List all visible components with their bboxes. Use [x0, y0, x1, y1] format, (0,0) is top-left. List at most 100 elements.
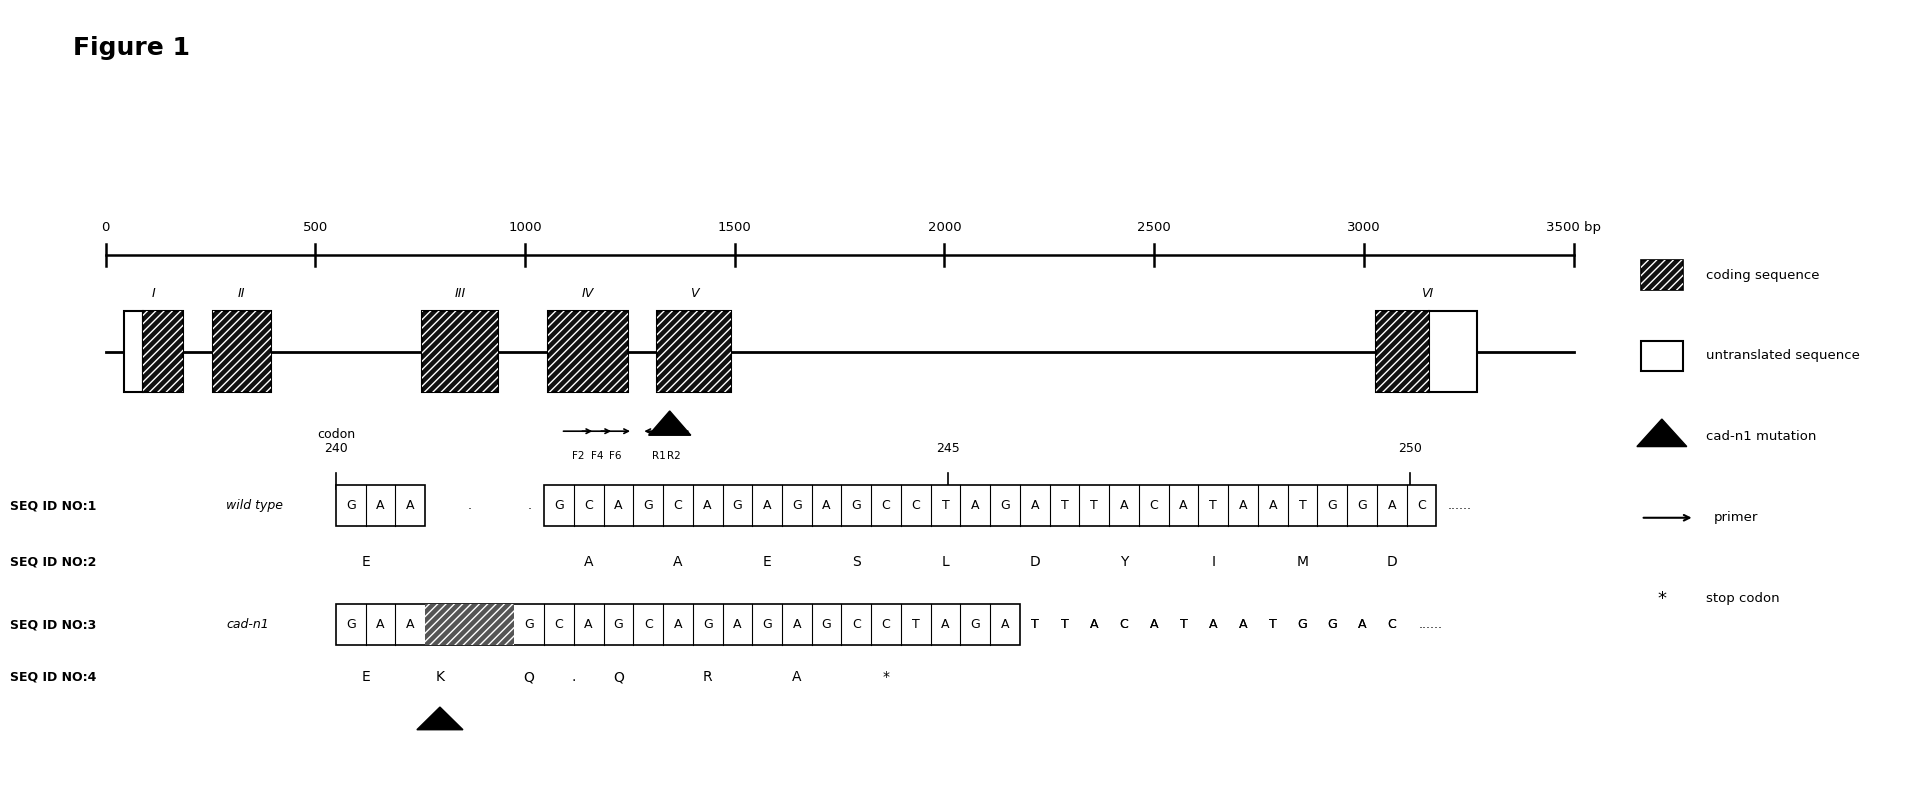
Text: VI: VI	[1420, 287, 1433, 300]
Text: A: A	[1240, 618, 1247, 631]
Text: SEQ ID NO:1: SEQ ID NO:1	[10, 499, 96, 512]
Text: F6: F6	[610, 451, 622, 461]
Text: C: C	[583, 499, 593, 512]
Text: 1500: 1500	[718, 221, 752, 234]
Text: T: T	[1031, 618, 1038, 631]
Bar	[656, 311, 731, 392]
Text: 3000: 3000	[1347, 221, 1380, 234]
Text: C: C	[1149, 499, 1159, 512]
Text: A: A	[971, 499, 979, 512]
Text: G: G	[1357, 499, 1366, 512]
Text: Figure 1: Figure 1	[73, 36, 190, 61]
Text: E: E	[361, 670, 370, 684]
Text: *: *	[1658, 590, 1666, 608]
Text: Q: Q	[524, 670, 535, 684]
Bar	[1430, 311, 1478, 392]
Text: A: A	[674, 618, 681, 631]
Text: T: T	[1061, 499, 1069, 512]
Text: C: C	[1387, 618, 1397, 631]
Text: D: D	[1386, 555, 1397, 570]
Text: G: G	[793, 499, 802, 512]
Text: G: G	[1000, 499, 1009, 512]
Text: II: II	[238, 287, 246, 300]
Text: cad-n1: cad-n1	[226, 618, 269, 631]
Text: A: A	[1387, 499, 1395, 512]
Bar	[1376, 311, 1430, 392]
Text: G: G	[1328, 618, 1338, 631]
Text: A: A	[1209, 618, 1217, 631]
Text: G: G	[524, 618, 533, 631]
Text: G: G	[614, 618, 624, 631]
Text: A: A	[823, 499, 831, 512]
Text: G: G	[345, 618, 355, 631]
Text: .: .	[468, 499, 472, 512]
Text: R: R	[702, 670, 712, 684]
Text: ......: ......	[1447, 499, 1472, 512]
Bar	[144, 311, 182, 392]
Text: primer: primer	[1714, 511, 1758, 524]
Text: C: C	[1416, 499, 1426, 512]
Text: A: A	[764, 499, 771, 512]
Text: A: A	[1268, 499, 1276, 512]
Text: A: A	[583, 555, 593, 570]
Text: T: T	[1209, 499, 1217, 512]
Bar	[1641, 341, 1683, 371]
Text: 2000: 2000	[927, 221, 961, 234]
Text: M: M	[1297, 555, 1309, 570]
Text: C: C	[881, 499, 890, 512]
Bar	[549, 311, 628, 392]
Text: ......: ......	[1418, 618, 1443, 631]
Text: G: G	[821, 618, 831, 631]
Text: R1: R1	[652, 451, 666, 461]
Text: 3500 bp: 3500 bp	[1547, 221, 1600, 234]
Text: G: G	[702, 618, 712, 631]
Text: C: C	[1119, 618, 1128, 631]
Text: 245: 245	[936, 443, 960, 455]
Text: C: C	[643, 618, 652, 631]
Text: A: A	[1180, 499, 1188, 512]
Text: A: A	[1240, 618, 1247, 631]
Text: A: A	[1240, 499, 1247, 512]
Text: A: A	[407, 618, 415, 631]
Text: I: I	[1211, 555, 1215, 570]
Text: wild type: wild type	[226, 499, 284, 512]
Text: A: A	[1031, 499, 1038, 512]
Text: 500: 500	[303, 221, 328, 234]
Bar	[424, 604, 514, 645]
Bar	[1376, 311, 1430, 392]
Bar	[424, 604, 514, 645]
Text: .: .	[528, 499, 532, 512]
Polygon shape	[649, 411, 691, 435]
Text: C: C	[674, 499, 683, 512]
Text: A: A	[704, 499, 712, 512]
Text: G: G	[1297, 618, 1307, 631]
Text: III: III	[455, 287, 466, 300]
Text: T: T	[1090, 499, 1098, 512]
Text: T: T	[1180, 618, 1188, 631]
Text: C: C	[852, 618, 862, 631]
Text: A: A	[1149, 618, 1157, 631]
Text: A: A	[1209, 618, 1217, 631]
Text: T: T	[1268, 618, 1276, 631]
Text: Q: Q	[612, 670, 624, 684]
Text: G: G	[1328, 499, 1338, 512]
Text: SEQ ID NO:3: SEQ ID NO:3	[10, 618, 96, 631]
Bar	[144, 311, 182, 392]
Text: T: T	[942, 499, 950, 512]
Text: G: G	[733, 499, 743, 512]
Text: G: G	[971, 618, 981, 631]
Text: codon: codon	[317, 428, 355, 441]
Bar	[336, 485, 426, 526]
Text: G: G	[852, 499, 862, 512]
Text: SEQ ID NO:4: SEQ ID NO:4	[10, 671, 96, 684]
Text: A: A	[376, 499, 384, 512]
Text: K: K	[436, 670, 445, 684]
Text: Y: Y	[1121, 555, 1128, 570]
Bar	[213, 311, 271, 392]
Text: C: C	[912, 499, 921, 512]
Text: A: A	[1149, 618, 1157, 631]
Text: 0: 0	[102, 221, 109, 234]
Text: G: G	[1297, 618, 1307, 631]
Text: V: V	[689, 287, 699, 300]
Text: T: T	[1031, 618, 1038, 631]
